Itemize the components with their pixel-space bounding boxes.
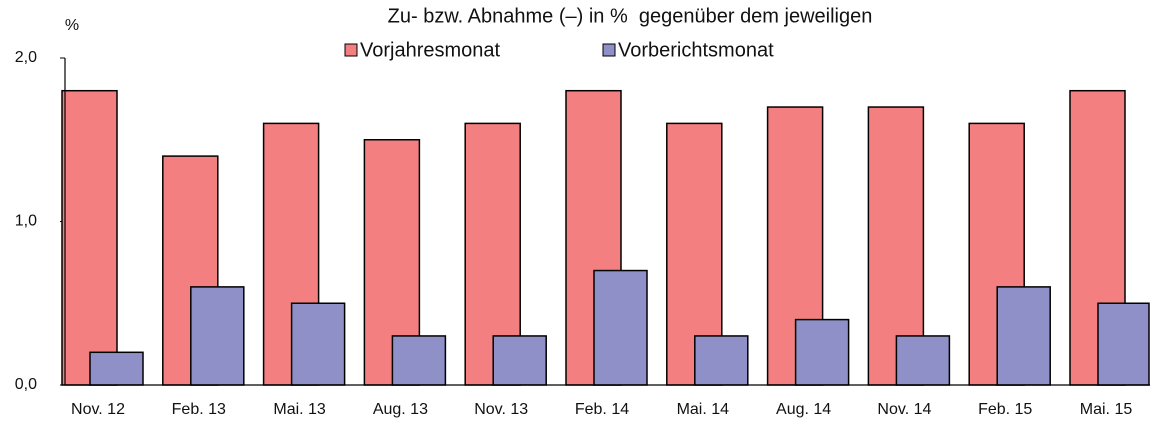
- x-tick-label: Nov. 14: [877, 401, 931, 418]
- legend-swatch: [344, 43, 358, 57]
- x-tick-label: Aug. 13: [373, 401, 428, 418]
- legend-label: Vorberichtsmonat: [618, 39, 774, 61]
- y-tick-label: 2,0: [15, 49, 37, 66]
- x-tick-label: Nov. 12: [71, 401, 125, 418]
- bar: [290, 302, 346, 386]
- bar: [694, 335, 749, 386]
- y-tick-label: 0,0: [15, 376, 37, 393]
- bar: [190, 286, 245, 386]
- bar: [492, 335, 547, 386]
- x-tick-label: Nov. 13: [474, 401, 528, 418]
- bar: [391, 335, 447, 386]
- bar: [794, 318, 850, 386]
- y-axis-label: %: [65, 17, 79, 34]
- legend-label: Vorjahresmonat: [360, 39, 501, 61]
- x-tick-label: Mai. 14: [677, 401, 730, 418]
- x-tick-label: Mai. 13: [273, 401, 326, 418]
- y-tick-label: 1,0: [15, 213, 37, 230]
- x-tick-label: Feb. 15: [978, 401, 1032, 418]
- bar: [895, 335, 951, 386]
- x-tick-label: Aug. 14: [776, 401, 831, 418]
- legend-swatch: [602, 43, 616, 57]
- bar: [61, 89, 118, 386]
- x-tick-label: Mai. 15: [1080, 401, 1133, 418]
- chart-title: Zu- bzw. Abnahme (–) in % gegenüber dem …: [388, 5, 873, 27]
- bar: [1097, 302, 1150, 386]
- x-tick-label: Feb. 13: [172, 401, 226, 418]
- x-tick-label: Feb. 14: [575, 401, 629, 418]
- bar: [996, 286, 1051, 386]
- bar: [593, 269, 648, 386]
- bar: [89, 351, 144, 386]
